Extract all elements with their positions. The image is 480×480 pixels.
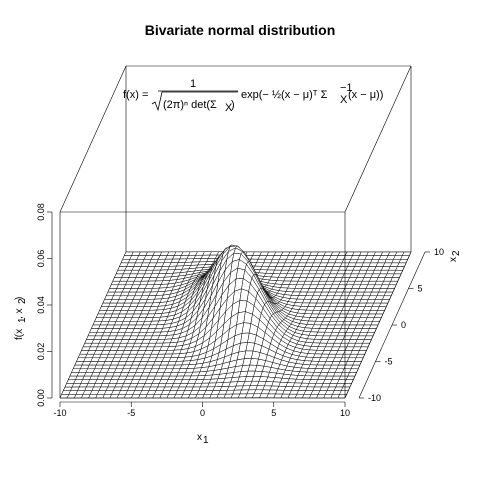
surface-facet (94, 317, 104, 322)
surface-facet (86, 335, 96, 340)
y-axis-label: x 2 (448, 250, 462, 262)
surface-facet (90, 324, 101, 329)
z-tick-label: 0.02 (36, 343, 46, 361)
x-tick-label: -5 (127, 408, 135, 418)
surface-facet (67, 375, 78, 381)
surface-facet (120, 259, 131, 264)
y-tick-label: 5 (418, 284, 423, 294)
surface-facet (95, 313, 106, 318)
surface-facet (72, 364, 83, 370)
bounding-box-front (59, 212, 412, 399)
surface-facet (117, 266, 127, 271)
axes: -10 -5 0 5 10 -10 -5 0 5 10 0.00 0.02 0.04 0.06 0.08 (36, 203, 444, 418)
x-axis-label: x 1 (197, 432, 209, 446)
surface-facet (109, 284, 119, 289)
surface-facet (112, 277, 122, 282)
surface-facet (61, 390, 71, 395)
surface-facet (115, 269, 126, 275)
y-tick-label: -5 (385, 357, 393, 367)
surface-facet (122, 255, 132, 260)
surface-facet (84, 339, 94, 344)
surface-facet (89, 328, 99, 333)
z-tick-label: 0.08 (36, 203, 46, 221)
chart-title: Bivariate normal distribution (144, 22, 336, 38)
surface-facet (71, 368, 81, 373)
z-axis-label-sub2: 2 (17, 298, 28, 304)
z-axis-label-sub1: 1 (17, 317, 28, 323)
surface-facet (107, 288, 117, 293)
z-tick-label: 0.04 (36, 296, 46, 314)
formula-exp: exp(− ½(x − μ)ᵀ Σ (241, 89, 328, 101)
surface-facet (123, 251, 134, 256)
box-edge (344, 251, 412, 399)
formula-denominator: (2π)ⁿ det(Σ (163, 99, 217, 111)
formula-exp-tail: (x − μ)) (348, 89, 383, 101)
surface-facet (92, 321, 103, 326)
box-edge (59, 65, 127, 213)
axis-labels: x 1 x 2 f(x 1 , x 2 ) (14, 250, 462, 446)
surface-facet (102, 299, 113, 304)
x-tick-label: 0 (200, 408, 205, 418)
box-edge (344, 65, 412, 213)
surface-facet (69, 372, 80, 377)
z-tick-label: 0.06 (36, 250, 46, 268)
surface-facet (82, 342, 93, 348)
surface-facet (119, 262, 129, 267)
x-tick-label: 5 (271, 408, 276, 418)
surface-facet (97, 310, 108, 315)
y-tick-label: 0 (401, 320, 406, 330)
z-axis-label-rest: , x (14, 308, 25, 319)
surface-facet (64, 383, 75, 388)
surface-facet (110, 280, 121, 286)
surface-facet (74, 361, 84, 366)
formula-exp-sub: X (340, 94, 348, 106)
surface-facet (59, 394, 70, 399)
x-axis-label-main: x (197, 432, 202, 443)
y-tick-label: 10 (434, 247, 444, 257)
y-axis-label-main: x (448, 257, 459, 262)
y-axis-label-sub: 2 (451, 250, 462, 256)
surface-mesh (59, 244, 412, 399)
x-tick-label: -10 (53, 408, 66, 418)
formula-numerator: 1 (190, 78, 196, 90)
formula-sqrt-sign (151, 91, 238, 112)
z-axis-label: f(x 1 , x 2 ) (14, 297, 28, 340)
z-axis-label-end: ) (14, 297, 25, 300)
surface-facet (99, 306, 109, 311)
surface-facet (104, 295, 114, 300)
z-axis-label-main: f(x (14, 329, 25, 340)
formula-annotation: f(x) = 1 (2π)ⁿ det(Σ X ) exp(− ½(x − μ)ᵀ… (123, 78, 383, 114)
formula-lhs: f(x) = (123, 89, 148, 101)
surface-facet (87, 332, 98, 337)
z-tick-label: 0.00 (36, 389, 46, 407)
surface-facet (76, 357, 86, 362)
surface-facet (77, 353, 88, 359)
y-tick-label: -10 (368, 393, 381, 403)
surface-facet (100, 302, 111, 307)
surface-facet (62, 386, 73, 391)
surface-facet (105, 291, 116, 297)
surface-facet (66, 379, 76, 384)
surface-facet (114, 273, 124, 278)
formula-denominator-sub: X (225, 102, 233, 114)
formula-exp-sup: −1 (340, 82, 353, 94)
surface-facet (79, 350, 89, 355)
surface-facet (81, 346, 91, 351)
formula-denominator-close: ) (231, 99, 235, 111)
x-tick-label: 10 (340, 408, 350, 418)
x-axis-label-sub: 1 (203, 435, 209, 446)
